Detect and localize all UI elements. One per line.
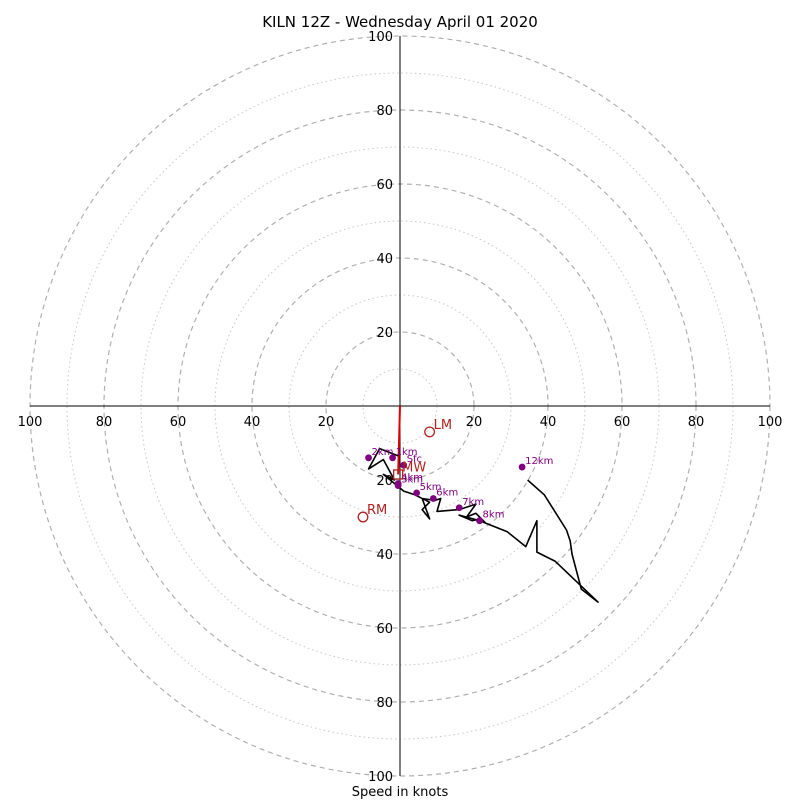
storm-motion-rm: RM <box>357 503 387 523</box>
height-marker-dot <box>365 454 372 462</box>
height-marker-label: Sfc <box>407 454 422 465</box>
storm-motion-label: LM <box>434 418 452 433</box>
height-marker-7km: 7km <box>455 497 484 512</box>
tick-label-top: 40 <box>376 252 393 267</box>
hodograph-trace <box>367 447 599 603</box>
tick-label-right: 100 <box>758 415 783 430</box>
shear-vector-line <box>397 405 401 475</box>
tick-label-right: 20 <box>466 415 483 430</box>
height-marker-dot <box>400 461 408 469</box>
tick-label-left: 40 <box>244 415 261 430</box>
height-marker-label: 3km <box>401 475 423 486</box>
tick-label-left: 80 <box>96 415 113 430</box>
storm-motion-symbol <box>357 511 369 523</box>
height-marker-dot <box>476 517 483 525</box>
x-axis-label: Speed in knots <box>352 785 449 800</box>
height-marker-2km: 2km <box>365 447 394 462</box>
chart-title: KILN 12Z - Wednesday April 01 2020 <box>262 13 538 31</box>
tick-label-bottom: 40 <box>376 548 393 563</box>
storm-motion-mw: MW <box>392 460 426 480</box>
storm-motion-label: MW <box>402 460 426 475</box>
height-marker-sfc: Sfc <box>400 454 422 469</box>
height-marker-12km: 12km <box>518 456 553 471</box>
hodograph-trace-layer <box>367 405 599 603</box>
height-marker-label: 4km <box>401 473 423 484</box>
tick-label-left: 100 <box>18 415 43 430</box>
height-marker-dot <box>394 480 402 488</box>
height-marker-label: 1km <box>396 447 418 458</box>
height-marker-dot <box>455 504 463 512</box>
tick-label-top: 60 <box>376 178 393 193</box>
height-marker-6km: 6km <box>429 488 458 502</box>
height-marker-5km: 5km <box>413 482 442 497</box>
height-marker-dot <box>429 495 437 502</box>
tick-label-bottom: 100 <box>368 770 393 785</box>
tick-label-left: 60 <box>170 415 187 430</box>
storm-motion-markers: LM RM MW <box>357 418 452 523</box>
height-marker-dot <box>413 489 421 497</box>
height-marker-label: 8km <box>483 510 505 521</box>
height-marker-label: 6km <box>436 488 458 499</box>
height-marker-1km: 1km <box>389 447 418 462</box>
storm-motion-lm: LM <box>424 418 452 438</box>
tick-label-top: 80 <box>376 104 393 119</box>
storm-motion-symbol <box>392 469 404 480</box>
height-marker-label: 5km <box>420 482 442 493</box>
height-marker-4km: 4km <box>394 473 423 488</box>
tick-label-right: 60 <box>614 415 631 430</box>
height-marker-dot <box>389 454 396 462</box>
tick-label-bottom: 80 <box>376 696 393 711</box>
storm-motion-label: RM <box>367 503 387 518</box>
tick-label-top: 20 <box>376 326 393 341</box>
tick-label-bottom: 60 <box>376 622 393 637</box>
height-marker-8km: 8km <box>476 510 505 525</box>
tick-label-top: 100 <box>368 30 393 45</box>
height-marker-label: 7km <box>462 497 484 508</box>
height-marker-label: 12km <box>525 456 553 467</box>
tick-label-right: 40 <box>540 415 557 430</box>
tick-label-left: 20 <box>318 415 335 430</box>
height-marker-label: 2km <box>372 447 394 458</box>
height-marker-dot <box>518 463 526 471</box>
storm-motion-symbol <box>424 426 436 438</box>
tick-label-right: 80 <box>688 415 705 430</box>
